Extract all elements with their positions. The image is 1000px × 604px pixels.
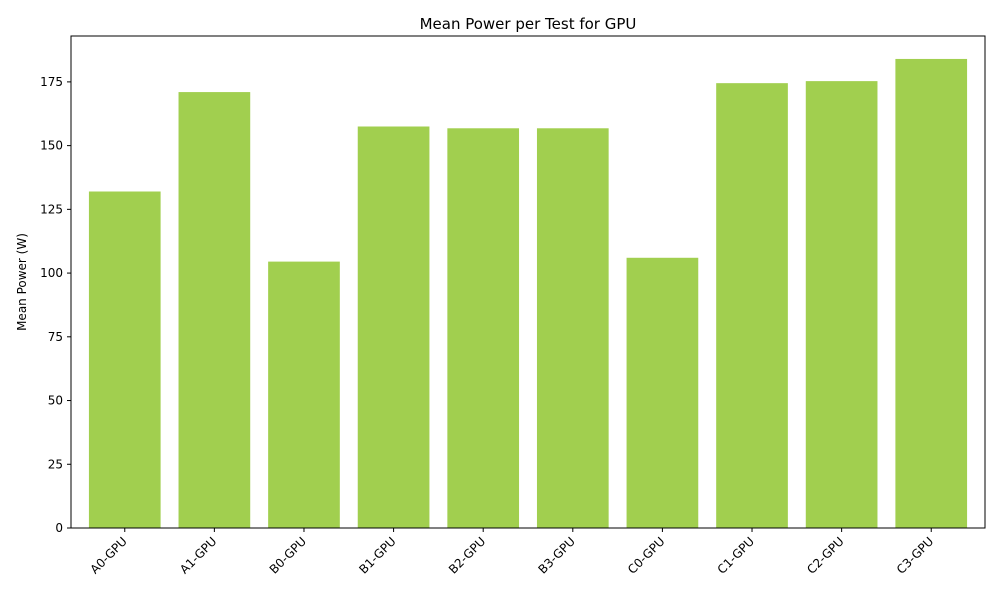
- plot-frame: [70, 35, 986, 529]
- x-tick-label: B1-GPU: [356, 534, 398, 576]
- y-tick-label: 50: [48, 394, 63, 408]
- y-tick-label: 0: [55, 521, 63, 535]
- x-tick-label: C2-GPU: [804, 534, 847, 577]
- y-axis-label: Mean Power (W): [15, 233, 29, 331]
- chart-title: Mean Power per Test for GPU: [420, 15, 637, 33]
- y-tick-label: 175: [40, 75, 63, 89]
- x-tick-label: A1-GPU: [177, 534, 219, 576]
- y-tick-label: 125: [40, 202, 63, 216]
- x-tick-label: B3-GPU: [536, 534, 578, 576]
- x-tick-label: B0-GPU: [267, 534, 309, 576]
- bar-a1-gpu: [178, 92, 251, 529]
- y-tick-label: 25: [48, 457, 63, 471]
- x-tick-label: C1-GPU: [715, 534, 758, 577]
- bar-b1-gpu: [357, 126, 430, 528]
- bar-c1-gpu: [716, 83, 788, 529]
- y-tick-label: 100: [40, 266, 63, 280]
- y-tick-label: 150: [40, 139, 63, 153]
- x-tick-label: C0-GPU: [625, 534, 668, 577]
- bar-c0-gpu: [626, 257, 699, 528]
- y-tick-label: 75: [48, 330, 63, 344]
- bars-group: [88, 58, 968, 529]
- x-tick-label: C3-GPU: [894, 534, 937, 577]
- bar-b3-gpu: [536, 128, 609, 528]
- x-tick-label: A0-GPU: [88, 534, 130, 576]
- bar-b2-gpu: [447, 128, 520, 528]
- bar-c3-gpu: [895, 58, 968, 529]
- x-tick-label: B2-GPU: [446, 534, 488, 576]
- y-ticks-group: 0 25 50 75 100 125 150 175: [40, 75, 71, 535]
- bar-a0-gpu: [88, 191, 161, 528]
- bar-b0-gpu: [268, 261, 340, 528]
- x-ticks-group: A0-GPU A1-GPU B0-GPU B1-GPU B2-GPU B3-GPU C0-G…: [88, 528, 937, 577]
- bar-c2-gpu: [805, 81, 878, 528]
